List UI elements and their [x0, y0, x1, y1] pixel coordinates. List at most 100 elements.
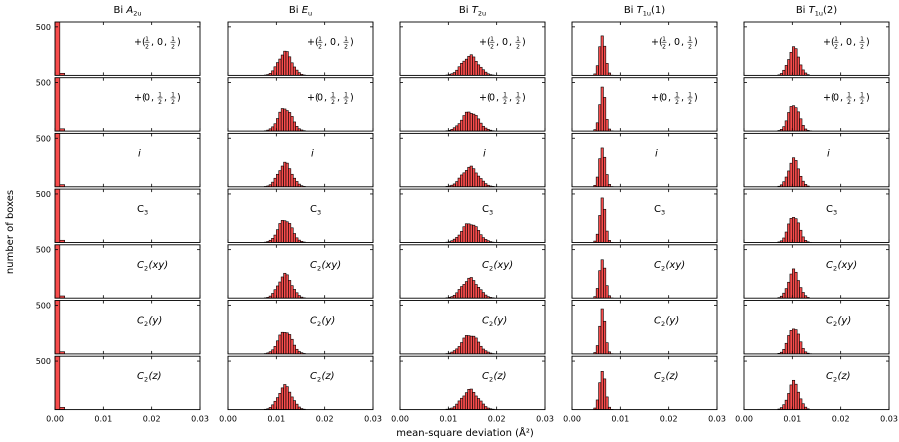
svg-text:(y): (y): [666, 316, 680, 327]
panel-frame: [227, 77, 374, 132]
svg-text:0: 0: [661, 93, 667, 104]
panel-label: i: [138, 148, 141, 159]
panel-label: i: [311, 148, 314, 159]
histogram-bar: [285, 51, 289, 76]
histogram-bar: [801, 125, 805, 132]
histogram-panel: 500+(0, 12, 12): [36, 77, 201, 132]
histogram-bar: [472, 168, 476, 187]
svg-text:3: 3: [317, 209, 321, 217]
svg-text:,: ,: [853, 37, 856, 48]
histogram-bar: [474, 395, 478, 410]
svg-text:): ): [177, 93, 181, 104]
svg-text:2: 2: [144, 376, 148, 384]
x-tick-label: 0.01: [611, 415, 629, 424]
histogram-bar: [457, 289, 461, 299]
histogram-bar: [271, 70, 275, 76]
panel-frame: [54, 77, 201, 132]
histogram-bar: [799, 64, 803, 76]
svg-text:C: C: [137, 260, 144, 271]
svg-text:,: ,: [668, 93, 671, 104]
histogram-bar: [801, 180, 805, 187]
histogram-bar: [477, 64, 481, 76]
svg-text:2: 2: [675, 99, 679, 106]
svg-text:2: 2: [503, 99, 507, 106]
svg-text:(xy): (xy): [149, 260, 169, 271]
histogram-bar: [598, 46, 602, 76]
histogram-bar: [477, 230, 481, 243]
panel-label: C 2 (xy): [826, 260, 857, 273]
svg-text:2: 2: [661, 376, 665, 384]
histogram-bar: [481, 180, 485, 187]
histogram-bar: [607, 295, 611, 299]
x-tick-label: 0.01: [94, 415, 112, 424]
histogram-bar: [455, 125, 459, 132]
histogram-panel: C 2 (xy): [571, 244, 718, 299]
histogram-bar: [605, 230, 609, 243]
panel-frame: [399, 300, 546, 355]
histogram-bar: [290, 338, 294, 354]
column-title: Bi A2u: [114, 5, 142, 18]
histogram-bar: [288, 112, 292, 132]
histogram-bar: [598, 270, 602, 299]
histogram-bar: [782, 292, 786, 299]
svg-text:2: 2: [344, 99, 348, 106]
histogram-bar: [477, 118, 481, 132]
svg-text:1: 1: [145, 36, 149, 43]
panel-label: i: [655, 148, 658, 159]
svg-text:+(: +(: [134, 37, 146, 48]
histogram-bar: [794, 48, 798, 76]
svg-text:(xy): (xy): [494, 260, 514, 271]
panel-frame: [571, 300, 718, 355]
x-tick-label: 0.01: [267, 415, 285, 424]
histogram-bar: [787, 59, 791, 76]
histogram-bar: [271, 404, 275, 410]
panel-frame: [743, 244, 890, 299]
histogram-bar: [787, 335, 791, 354]
histogram-bar: [288, 391, 292, 410]
histogram-bar: [794, 383, 798, 410]
svg-text:i: i: [311, 148, 314, 159]
svg-text:2: 2: [688, 99, 692, 106]
svg-text:1: 1: [662, 36, 666, 43]
histogram-bar: [283, 108, 287, 132]
histogram-bar: [271, 181, 275, 187]
histogram-bar: [789, 106, 793, 132]
panel-label: +(0, 12, 12): [823, 92, 870, 107]
svg-text:1: 1: [516, 36, 520, 43]
histogram-bar: [460, 342, 464, 354]
histogram-bar: [484, 239, 488, 243]
svg-text:3: 3: [833, 209, 837, 217]
histogram-bar: [484, 127, 488, 132]
svg-text:2: 2: [318, 44, 322, 51]
svg-text:2: 2: [317, 264, 321, 272]
histogram-bar: [474, 60, 478, 76]
svg-text:3: 3: [144, 209, 148, 217]
x-tick-label: 0.02: [488, 415, 506, 424]
panel-label: +(0, 12, 12): [134, 92, 181, 107]
histogram-bar: [481, 237, 485, 243]
panel-label: C 2 (xy): [310, 260, 341, 273]
histogram-bar: [595, 176, 599, 187]
svg-text:(y): (y): [322, 316, 336, 327]
histogram-bar: [290, 116, 294, 132]
histogram-bar: [792, 217, 796, 243]
svg-text:C: C: [137, 204, 144, 215]
histogram-bar: [290, 285, 294, 299]
histogram-bar: [295, 237, 299, 243]
panel-label: C 2 (z): [826, 371, 851, 384]
histogram-bar: [794, 218, 798, 243]
histogram-bar: [285, 162, 289, 187]
histogram-bar: [796, 56, 800, 76]
histogram-bar: [784, 65, 788, 76]
histogram-bar: [794, 107, 798, 132]
svg-text:(y): (y): [149, 316, 163, 327]
x-tick-label: 0.02: [316, 415, 334, 424]
svg-text:,: ,: [840, 37, 843, 48]
histogram-bar: [595, 345, 599, 354]
histogram-bar: [452, 350, 456, 354]
histogram-panel: 500 C 2 (y): [36, 300, 201, 355]
